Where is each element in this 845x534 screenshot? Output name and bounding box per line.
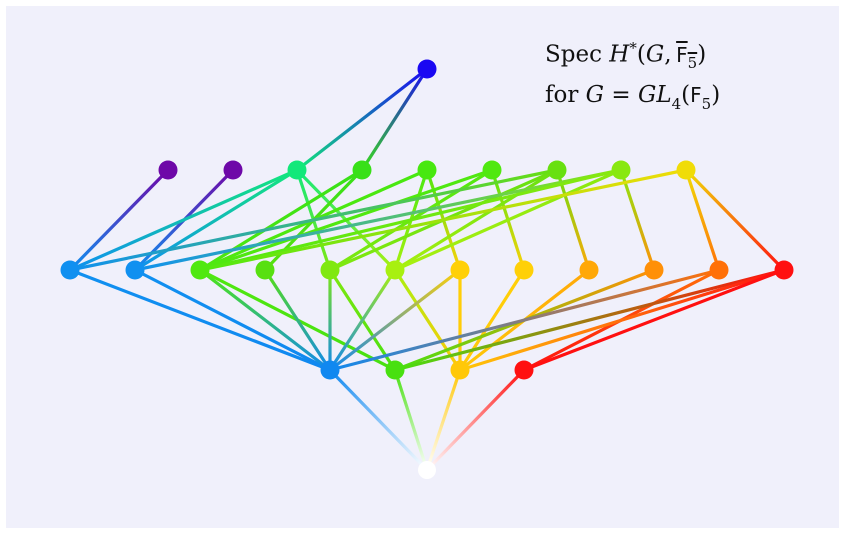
edge-c4-bottom: [425, 368, 526, 472]
node-b12: [774, 260, 794, 280]
caption-field-2: F: [690, 83, 702, 108]
edge-a1-b1: [68, 168, 170, 272]
node-a6: [482, 160, 502, 180]
edge-a7-b6: [393, 168, 559, 272]
node-b9: [579, 260, 599, 280]
edge-a9-b11: [684, 168, 721, 272]
edge-b3-c1: [198, 268, 332, 372]
edge-top-a3: [295, 67, 429, 172]
edge-a8-b6: [393, 168, 623, 272]
node-top: [417, 59, 437, 79]
edge-b12-c3: [458, 268, 786, 372]
edge-top-a4: [360, 67, 429, 172]
caption-line-2: for G = GL4(F5): [545, 79, 720, 120]
caption-cohomology: H: [609, 41, 630, 68]
edge-b6-c3: [393, 268, 462, 372]
edge-a8-b3: [198, 168, 623, 272]
edge-a3-b2: [133, 168, 299, 272]
node-b5: [320, 260, 340, 280]
edge-a8-b10: [619, 168, 656, 272]
caption-field-sub-2: 5: [701, 94, 712, 113]
node-layer: [60, 59, 794, 479]
caption-gl: GL: [637, 82, 672, 109]
edge-a9-b12: [684, 168, 786, 272]
node-c1: [320, 360, 340, 380]
node-a7: [547, 160, 567, 180]
caption-paren-close: ): [697, 41, 707, 68]
node-b4: [255, 260, 275, 280]
node-bottom: [418, 461, 436, 479]
caption-field: F: [676, 42, 688, 67]
caption-group-2: G: [585, 82, 605, 109]
caption-for: for: [545, 82, 579, 109]
edge-layer: [68, 67, 786, 472]
node-a1: [158, 160, 178, 180]
caption-paren-close-2: ): [711, 82, 721, 109]
node-b8: [514, 260, 534, 280]
caption-closure-field: F5: [676, 42, 697, 73]
edge-b6-c1: [328, 268, 397, 372]
node-c3: [450, 360, 470, 380]
edge-b1-c1: [68, 268, 332, 372]
edge-b7-c1: [328, 268, 462, 372]
edge-c2-bottom: [393, 368, 429, 472]
diagram-caption: Spec H*(G, F5) for G = GL4(F5): [545, 32, 720, 120]
edge-a7-b1: [68, 168, 559, 272]
node-a3: [287, 160, 307, 180]
node-b1: [60, 260, 80, 280]
edge-a3-b1: [68, 168, 299, 272]
caption-line-1: Spec H*(G, F5): [545, 32, 720, 79]
edge-b12-c2: [393, 268, 786, 372]
edge-a9-b3: [198, 168, 688, 272]
caption-gl-sub: 4: [671, 94, 682, 113]
node-a8: [611, 160, 631, 180]
node-a5: [417, 160, 437, 180]
caption-paren-open-2: (: [681, 82, 691, 109]
node-b7: [450, 260, 470, 280]
edge-a7-b9: [555, 168, 591, 272]
edge-b8-c3: [458, 268, 526, 372]
edge-b12-c4: [522, 268, 786, 372]
edge-c1-bottom: [328, 368, 429, 472]
node-b10: [644, 260, 664, 280]
node-b6: [385, 260, 405, 280]
node-b3: [190, 260, 210, 280]
node-c4: [514, 360, 534, 380]
caption-group: G: [645, 41, 665, 68]
caption-field-sub: 5: [687, 54, 698, 73]
caption-comma: ,: [664, 41, 672, 68]
node-a2: [223, 160, 243, 180]
node-b2: [125, 260, 145, 280]
edge-b2-c1: [133, 268, 332, 372]
caption-spec: Spec: [545, 41, 602, 68]
edge-a8-b2: [133, 168, 623, 272]
node-a4: [352, 160, 372, 180]
edge-a6-b3: [198, 168, 494, 272]
caption-star: *: [629, 39, 637, 57]
edge-a4-b3: [198, 168, 364, 272]
node-b11: [709, 260, 729, 280]
node-c2: [385, 360, 405, 380]
node-a9: [676, 160, 696, 180]
edge-b11-c1: [328, 268, 721, 372]
caption-paren-open: (: [636, 41, 646, 68]
edge-c3-bottom: [425, 368, 462, 472]
edge-b4-c1: [263, 268, 332, 372]
caption-equals: =: [611, 82, 631, 109]
